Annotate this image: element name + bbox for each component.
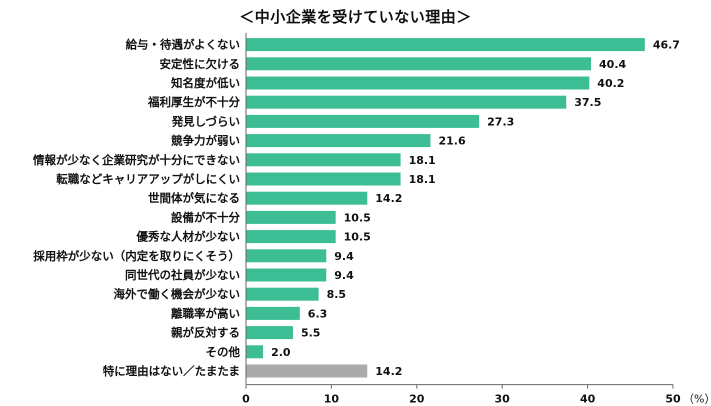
data-label: 27.3	[487, 115, 514, 128]
data-label: 9.4	[334, 250, 354, 263]
bar	[246, 268, 327, 282]
bar	[246, 76, 590, 90]
bar	[246, 57, 592, 71]
bar	[246, 326, 293, 340]
bar	[246, 249, 327, 263]
category-label: 同世代の社員が少ない	[125, 268, 240, 282]
data-label: 6.3	[308, 307, 328, 320]
bar	[246, 153, 401, 167]
category-label: 福利厚生が不十分	[147, 95, 240, 109]
data-label: 10.5	[344, 231, 371, 244]
category-label: 設備が不十分	[171, 210, 240, 224]
x-tick-label: 20	[409, 393, 425, 406]
bar	[246, 306, 300, 320]
chart-title: ＜中小企業を受けていない理由＞	[239, 8, 472, 26]
data-label: 5.5	[301, 327, 321, 340]
data-label: 40.2	[597, 77, 624, 90]
category-label: 転職などキャリアアップがしにくい	[56, 172, 240, 186]
bar	[246, 134, 431, 148]
bar	[246, 364, 368, 378]
bar	[246, 210, 336, 224]
data-label: 8.5	[327, 288, 347, 301]
data-label: 10.5	[344, 211, 371, 224]
category-label: その他	[206, 345, 241, 359]
data-label: 14.2	[375, 192, 402, 205]
category-label: 世間体が気になる	[148, 191, 240, 205]
bar	[246, 114, 480, 128]
x-tick-label: 40	[580, 393, 596, 406]
bar	[246, 38, 645, 52]
category-label: 特に理由はない／たまたま	[103, 364, 240, 378]
bar	[246, 172, 401, 186]
category-label: 海外で働く機会が少ない	[114, 287, 241, 301]
data-label: 2.0	[271, 346, 291, 359]
bar	[246, 191, 368, 205]
x-tick-label: 0	[242, 393, 250, 406]
x-tick-label: 30	[495, 393, 511, 406]
data-label: 37.5	[574, 96, 601, 109]
category-label: 知名度が低い	[170, 76, 240, 90]
bar	[246, 230, 336, 244]
category-label: 親が反対する	[171, 326, 240, 340]
data-label: 9.4	[334, 269, 354, 282]
category-label: 優秀な人材が少ない	[136, 230, 241, 244]
data-label: 18.1	[409, 173, 436, 186]
x-tick-label: 50	[665, 393, 681, 406]
category-label: 給与・待遇がよくない	[126, 38, 240, 52]
category-label: 採用枠が少ない（内定を取りにくそう）	[33, 249, 240, 263]
x-tick-label: 10	[324, 393, 340, 406]
data-label: 14.2	[375, 365, 402, 378]
data-label: 21.6	[438, 135, 465, 148]
category-label: 情報が少なく企業研究が十分にできない	[32, 153, 240, 167]
category-label: 安定性に欠ける	[160, 57, 241, 71]
category-label: 離職率が高い	[171, 306, 240, 320]
bar	[246, 287, 319, 301]
category-label: 競争力が弱い	[171, 134, 240, 148]
data-label: 46.7	[653, 39, 680, 52]
bar	[246, 95, 567, 109]
data-label: 18.1	[409, 154, 436, 167]
x-unit-label: （%）	[683, 393, 711, 406]
category-label: 発見しづらい	[171, 114, 240, 128]
bar	[246, 345, 264, 359]
data-label: 40.4	[599, 58, 626, 71]
